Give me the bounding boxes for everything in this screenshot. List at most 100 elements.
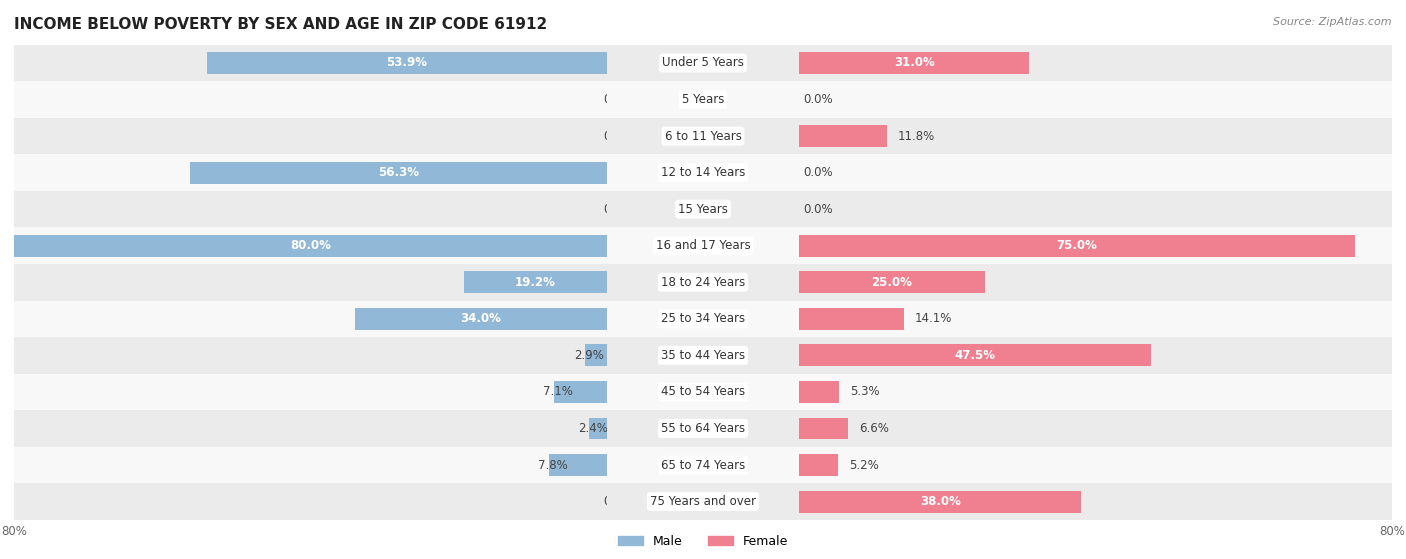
Bar bbox=[0, 337, 1406, 373]
Text: INCOME BELOW POVERTY BY SEX AND AGE IN ZIP CODE 61912: INCOME BELOW POVERTY BY SEX AND AGE IN Z… bbox=[14, 17, 547, 32]
Text: 14.1%: 14.1% bbox=[915, 312, 952, 325]
Bar bbox=[0, 373, 1406, 410]
Bar bbox=[0, 154, 1406, 191]
Text: 75.0%: 75.0% bbox=[1057, 239, 1098, 252]
Bar bbox=[800, 271, 984, 293]
Bar bbox=[0, 228, 1406, 264]
Bar bbox=[0, 447, 1406, 484]
Bar bbox=[0, 337, 1406, 373]
Bar bbox=[800, 491, 1081, 513]
Legend: Male, Female: Male, Female bbox=[613, 530, 793, 553]
Bar bbox=[0, 447, 1406, 484]
Text: 5.2%: 5.2% bbox=[849, 458, 879, 472]
Text: 18 to 24 Years: 18 to 24 Years bbox=[661, 276, 745, 289]
Bar bbox=[0, 118, 1406, 154]
Bar bbox=[0, 228, 1406, 264]
Text: 34.0%: 34.0% bbox=[460, 312, 501, 325]
Bar bbox=[0, 191, 1406, 228]
Bar bbox=[0, 410, 1406, 447]
Bar bbox=[0, 447, 1406, 484]
Bar bbox=[0, 264, 1406, 301]
Bar bbox=[0, 264, 1406, 301]
Bar bbox=[0, 154, 1406, 191]
Bar bbox=[800, 454, 838, 476]
Text: 25 to 34 Years: 25 to 34 Years bbox=[661, 312, 745, 325]
Text: 2.4%: 2.4% bbox=[578, 422, 607, 435]
Bar bbox=[0, 301, 1406, 337]
Bar bbox=[0, 45, 1406, 81]
Bar bbox=[0, 484, 1406, 520]
Text: 0.0%: 0.0% bbox=[603, 495, 633, 508]
Text: 7.1%: 7.1% bbox=[543, 386, 572, 399]
Bar bbox=[0, 484, 1406, 520]
Bar bbox=[0, 373, 1406, 410]
Text: 0.0%: 0.0% bbox=[803, 203, 832, 216]
Text: 0.0%: 0.0% bbox=[603, 93, 633, 106]
Text: 55 to 64 Years: 55 to 64 Years bbox=[661, 422, 745, 435]
Bar bbox=[0, 118, 1406, 154]
Bar bbox=[0, 228, 1406, 264]
Text: 16 and 17 Years: 16 and 17 Years bbox=[655, 239, 751, 252]
Bar bbox=[0, 264, 1406, 301]
Text: 6.6%: 6.6% bbox=[859, 422, 890, 435]
Text: 6 to 11 Years: 6 to 11 Years bbox=[665, 130, 741, 143]
Bar bbox=[0, 154, 1406, 191]
Text: 56.3%: 56.3% bbox=[378, 166, 419, 179]
Bar bbox=[464, 271, 606, 293]
Text: Under 5 Years: Under 5 Years bbox=[662, 56, 744, 69]
Bar bbox=[0, 373, 1406, 410]
Text: 5.3%: 5.3% bbox=[849, 386, 879, 399]
Text: Source: ZipAtlas.com: Source: ZipAtlas.com bbox=[1274, 17, 1392, 27]
Bar bbox=[0, 118, 1406, 154]
Bar bbox=[548, 454, 606, 476]
Text: 0.0%: 0.0% bbox=[803, 166, 832, 179]
Text: 80.0%: 80.0% bbox=[290, 239, 330, 252]
Text: 53.9%: 53.9% bbox=[387, 56, 427, 69]
Text: 11.8%: 11.8% bbox=[898, 130, 935, 143]
Bar bbox=[585, 344, 606, 366]
Text: 0.0%: 0.0% bbox=[803, 93, 832, 106]
Text: 47.5%: 47.5% bbox=[955, 349, 995, 362]
Bar bbox=[0, 301, 1406, 337]
Text: 38.0%: 38.0% bbox=[920, 495, 960, 508]
Bar bbox=[14, 235, 606, 257]
Bar bbox=[0, 410, 1406, 447]
Text: 15 Years: 15 Years bbox=[678, 203, 728, 216]
Bar bbox=[554, 381, 606, 403]
Bar bbox=[0, 45, 1406, 81]
Bar bbox=[190, 162, 606, 183]
Bar bbox=[0, 484, 1406, 520]
Bar bbox=[0, 191, 1406, 228]
Bar bbox=[800, 344, 1152, 366]
Text: 31.0%: 31.0% bbox=[894, 56, 935, 69]
Bar bbox=[800, 52, 1029, 74]
Text: 75 Years and over: 75 Years and over bbox=[650, 495, 756, 508]
Text: 35 to 44 Years: 35 to 44 Years bbox=[661, 349, 745, 362]
Bar bbox=[800, 418, 848, 439]
Text: 65 to 74 Years: 65 to 74 Years bbox=[661, 458, 745, 472]
Bar bbox=[207, 52, 606, 74]
Bar bbox=[589, 418, 606, 439]
Text: 0.0%: 0.0% bbox=[603, 203, 633, 216]
Text: 19.2%: 19.2% bbox=[515, 276, 555, 289]
Bar bbox=[800, 308, 904, 330]
Text: 5 Years: 5 Years bbox=[682, 93, 724, 106]
Bar bbox=[0, 301, 1406, 337]
Bar bbox=[0, 45, 1406, 81]
Bar bbox=[0, 410, 1406, 447]
Text: 0.0%: 0.0% bbox=[603, 130, 633, 143]
Bar bbox=[800, 235, 1355, 257]
Text: 12 to 14 Years: 12 to 14 Years bbox=[661, 166, 745, 179]
Text: 45 to 54 Years: 45 to 54 Years bbox=[661, 386, 745, 399]
Text: 7.8%: 7.8% bbox=[537, 458, 568, 472]
Bar bbox=[800, 381, 839, 403]
Bar bbox=[354, 308, 606, 330]
Text: 25.0%: 25.0% bbox=[872, 276, 912, 289]
Bar bbox=[0, 81, 1406, 118]
Text: 2.9%: 2.9% bbox=[574, 349, 603, 362]
Bar bbox=[800, 125, 887, 147]
Bar bbox=[0, 81, 1406, 118]
Bar bbox=[0, 337, 1406, 373]
Bar bbox=[0, 81, 1406, 118]
Bar bbox=[0, 191, 1406, 228]
